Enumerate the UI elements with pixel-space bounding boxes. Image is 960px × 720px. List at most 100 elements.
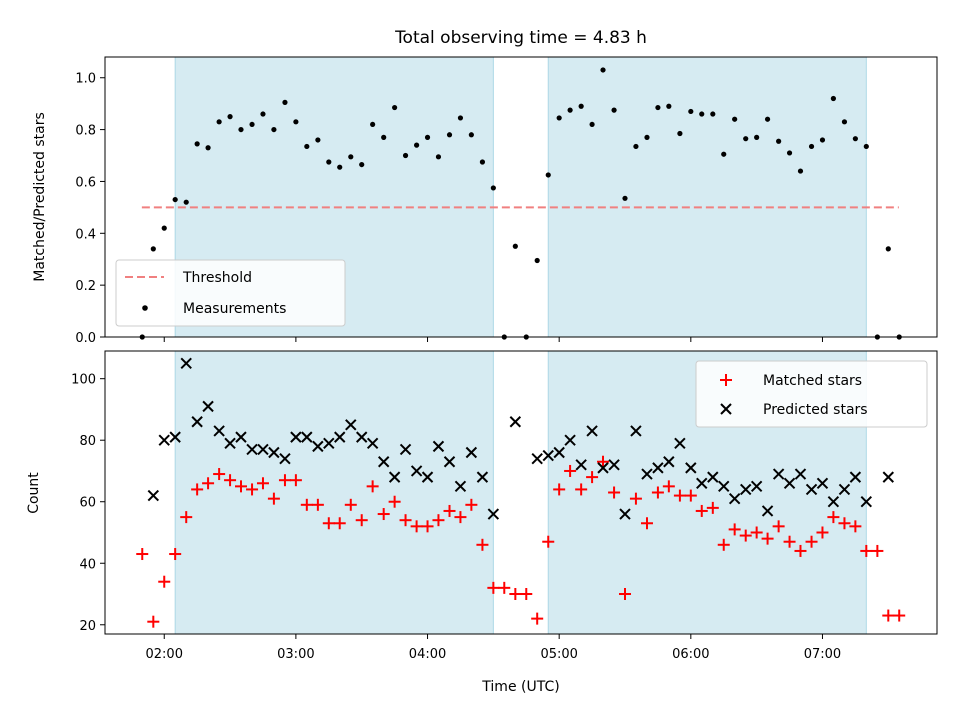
matched-stars-point xyxy=(267,492,280,505)
predicted-stars-point xyxy=(641,468,653,480)
count-legend: Matched stars Predicted stars xyxy=(695,360,928,428)
matched-stars-point xyxy=(421,520,434,533)
measurement-point xyxy=(172,196,178,203)
predicted-stars-point xyxy=(674,437,686,449)
predicted-stars-point xyxy=(728,492,741,505)
count-x-axis-label: Time (UTC) xyxy=(481,679,559,695)
legend-threshold-label: Threshold xyxy=(182,270,252,286)
chart-title: Total observing time = 4.83 h xyxy=(394,28,647,48)
matched-stars-point xyxy=(695,504,708,517)
matched-stars-point xyxy=(564,464,577,477)
predicted-stars-point xyxy=(707,471,719,483)
matched-stars-point xyxy=(827,511,840,524)
predicted-stars-point xyxy=(377,456,390,468)
predicted-stars-point xyxy=(454,480,467,493)
predicted-stars-point xyxy=(849,471,862,483)
matched-stars-point xyxy=(224,474,237,487)
y-tick-label: 40 xyxy=(79,557,96,572)
measurement-point xyxy=(249,121,255,128)
matched-stars-point xyxy=(849,520,862,533)
matched-stars-point xyxy=(531,612,544,625)
predicted-stars-point xyxy=(860,496,873,508)
predicted-stars-point xyxy=(476,471,489,483)
predicted-stars-point xyxy=(597,462,609,474)
predicted-stars-point xyxy=(366,437,379,449)
predicted-stars-point xyxy=(783,477,796,489)
matched-stars-point xyxy=(454,511,467,524)
x-tick-label: 03:00 xyxy=(277,647,314,662)
y-tick-label: 1.0 xyxy=(75,72,96,87)
measurement-point xyxy=(732,116,738,122)
measurement-point xyxy=(655,104,661,111)
measurement-point xyxy=(315,137,321,143)
measurement-point xyxy=(468,132,474,138)
measurement-point xyxy=(743,136,749,142)
legend-matched-label: Matched stars xyxy=(763,373,862,389)
matched-stars-point xyxy=(651,486,664,499)
predicted-stars-point xyxy=(180,357,192,370)
measurement-point xyxy=(227,114,233,120)
matched-stars-point xyxy=(838,517,851,530)
matched-stars-point xyxy=(355,514,368,527)
matched-stars-point xyxy=(498,581,511,594)
legend-predicted-label: Predicted stars xyxy=(763,402,868,418)
matched-stars-point xyxy=(783,535,796,548)
measurement-point xyxy=(786,150,793,156)
measurement-point xyxy=(216,119,222,125)
measurement-point xyxy=(841,119,848,125)
x-tick-label: 04:00 xyxy=(409,647,446,662)
matched-stars-point xyxy=(487,581,500,594)
matched-stars-point xyxy=(684,489,697,502)
predicted-stars-point xyxy=(630,425,642,437)
measurement-point xyxy=(534,257,540,264)
predicted-stars-point xyxy=(410,465,423,477)
measurement-point xyxy=(819,137,826,143)
measurement-point xyxy=(721,151,727,157)
measurement-point xyxy=(589,121,595,128)
predicted-stars-point xyxy=(685,462,697,474)
measurement-point xyxy=(304,143,310,150)
matched-stars-point xyxy=(739,529,752,542)
predicted-stars-point xyxy=(268,446,280,459)
y-tick-label: 0.2 xyxy=(75,279,96,294)
predicted-stars-point xyxy=(827,496,840,508)
matched-stars-point xyxy=(180,511,193,524)
predicted-stars-point xyxy=(718,480,730,493)
y-tick-label: 20 xyxy=(79,619,96,634)
predicted-stars-point xyxy=(235,431,247,443)
matched-stars-point xyxy=(333,517,346,530)
measurement-point xyxy=(622,195,628,201)
predicted-stars-point xyxy=(158,434,170,446)
matched-stars-point xyxy=(860,544,873,557)
measurement-point xyxy=(359,161,365,168)
predicted-stars-point xyxy=(399,443,412,456)
matched-stars-point xyxy=(597,455,610,468)
matched-stars-point xyxy=(366,480,379,493)
x-tick-label: 06:00 xyxy=(672,647,709,662)
matched-stars-point xyxy=(586,471,599,484)
ratio-legend-box xyxy=(115,259,346,327)
predicted-stars-point xyxy=(432,440,445,453)
measurement-point xyxy=(402,152,409,159)
measurement-point xyxy=(457,115,464,121)
matched-stars-point xyxy=(300,498,313,511)
count-ticks: 20 40 60 80 100 02:00 03:00 04:00 05:00 06:00 07:0… xyxy=(71,373,841,662)
measurement-point xyxy=(863,143,869,150)
measurement-point xyxy=(567,107,573,113)
matched-stars-point xyxy=(169,548,182,561)
measurement-point xyxy=(260,111,266,117)
predicted-stars-point xyxy=(213,425,225,437)
count-marks xyxy=(136,357,906,628)
legend-measurements-swatch xyxy=(142,305,148,311)
predicted-stars-point xyxy=(323,437,335,449)
predicted-stars-point xyxy=(575,459,587,471)
matched-stars-point xyxy=(673,489,686,502)
matched-stars-point xyxy=(619,588,631,601)
measurement-point xyxy=(205,145,211,151)
count-legend-box xyxy=(695,360,928,428)
matched-stars-point xyxy=(322,517,335,530)
measurement-point xyxy=(764,116,771,122)
ratio-ticks: 0.0 0.2 0.4 0.6 0.8 1.0 xyxy=(75,72,823,346)
matched-stars-point xyxy=(871,544,884,557)
